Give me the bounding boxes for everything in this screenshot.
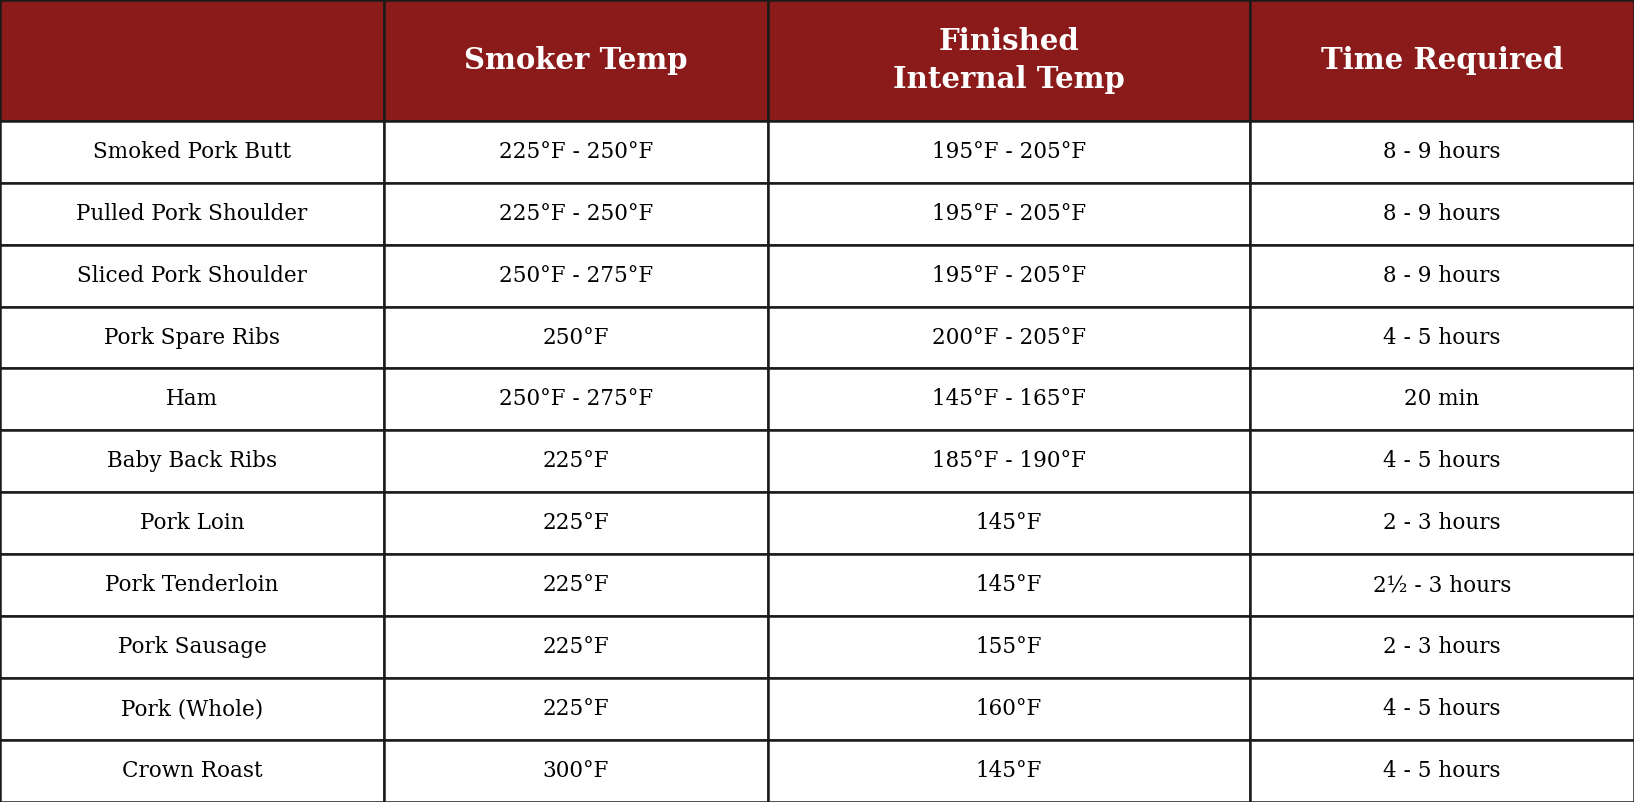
- Text: 145°F: 145°F: [975, 512, 1042, 534]
- Text: 155°F: 155°F: [975, 636, 1042, 658]
- Bar: [384, 431, 768, 492]
- Text: Pork Spare Ribs: Pork Spare Ribs: [105, 326, 279, 349]
- Bar: [1250, 740, 1634, 802]
- Text: 225°F: 225°F: [542, 636, 609, 658]
- Text: 145°F: 145°F: [975, 760, 1042, 782]
- Text: 200°F - 205°F: 200°F - 205°F: [931, 326, 1087, 349]
- Bar: [0, 306, 384, 368]
- Text: 160°F: 160°F: [975, 698, 1042, 720]
- Bar: [384, 678, 768, 740]
- Text: 300°F: 300°F: [542, 760, 609, 782]
- Text: 20 min: 20 min: [1404, 388, 1480, 411]
- Bar: [1250, 306, 1634, 368]
- Text: 185°F - 190°F: 185°F - 190°F: [931, 451, 1087, 472]
- Bar: [1250, 678, 1634, 740]
- Text: 4 - 5 hours: 4 - 5 hours: [1384, 760, 1500, 782]
- Bar: [0, 554, 384, 616]
- Bar: [1250, 245, 1634, 306]
- Bar: [0, 616, 384, 678]
- Text: 225°F - 250°F: 225°F - 250°F: [498, 203, 654, 225]
- Bar: [384, 616, 768, 678]
- Bar: [0, 492, 384, 554]
- Text: 225°F - 250°F: 225°F - 250°F: [498, 140, 654, 163]
- Text: Pork Loin: Pork Loin: [139, 512, 245, 534]
- Bar: [0, 368, 384, 431]
- Text: Pork (Whole): Pork (Whole): [121, 698, 263, 720]
- Bar: [1250, 183, 1634, 245]
- Bar: [1250, 554, 1634, 616]
- Text: 250°F: 250°F: [542, 326, 609, 349]
- Bar: [0, 0, 384, 121]
- Text: 225°F: 225°F: [542, 574, 609, 596]
- Text: 195°F - 205°F: 195°F - 205°F: [931, 140, 1087, 163]
- Text: 250°F - 275°F: 250°F - 275°F: [498, 265, 654, 286]
- Text: Time Required: Time Required: [1320, 46, 1564, 75]
- Text: 2½ - 3 hours: 2½ - 3 hours: [1373, 574, 1511, 596]
- Text: 8 - 9 hours: 8 - 9 hours: [1384, 140, 1500, 163]
- Bar: [1250, 368, 1634, 431]
- Bar: [0, 183, 384, 245]
- Text: Smoker Temp: Smoker Temp: [464, 46, 688, 75]
- Text: Finished
Internal Temp: Finished Internal Temp: [894, 26, 1124, 94]
- Text: 4 - 5 hours: 4 - 5 hours: [1384, 451, 1500, 472]
- Bar: [0, 245, 384, 306]
- Bar: [384, 183, 768, 245]
- Bar: [384, 245, 768, 306]
- Text: 195°F - 205°F: 195°F - 205°F: [931, 265, 1087, 286]
- Bar: [768, 554, 1250, 616]
- Bar: [768, 678, 1250, 740]
- Bar: [768, 245, 1250, 306]
- Bar: [1250, 0, 1634, 121]
- Bar: [1250, 492, 1634, 554]
- Bar: [384, 121, 768, 183]
- Bar: [0, 431, 384, 492]
- Text: Pork Sausage: Pork Sausage: [118, 636, 266, 658]
- Text: 195°F - 205°F: 195°F - 205°F: [931, 203, 1087, 225]
- Text: Pork Tenderloin: Pork Tenderloin: [105, 574, 279, 596]
- Text: 145°F: 145°F: [975, 574, 1042, 596]
- Text: 4 - 5 hours: 4 - 5 hours: [1384, 698, 1500, 720]
- Text: 2 - 3 hours: 2 - 3 hours: [1384, 636, 1500, 658]
- Bar: [768, 368, 1250, 431]
- Text: 8 - 9 hours: 8 - 9 hours: [1384, 203, 1500, 225]
- Text: 2 - 3 hours: 2 - 3 hours: [1384, 512, 1500, 534]
- Bar: [768, 0, 1250, 121]
- Text: Pulled Pork Shoulder: Pulled Pork Shoulder: [77, 203, 307, 225]
- Bar: [384, 492, 768, 554]
- Bar: [1250, 431, 1634, 492]
- Bar: [384, 740, 768, 802]
- Text: 4 - 5 hours: 4 - 5 hours: [1384, 326, 1500, 349]
- Bar: [768, 740, 1250, 802]
- Bar: [1250, 121, 1634, 183]
- Text: Baby Back Ribs: Baby Back Ribs: [106, 451, 278, 472]
- Text: 250°F - 275°F: 250°F - 275°F: [498, 388, 654, 411]
- Text: Sliced Pork Shoulder: Sliced Pork Shoulder: [77, 265, 307, 286]
- Text: 225°F: 225°F: [542, 451, 609, 472]
- Bar: [384, 306, 768, 368]
- Bar: [768, 492, 1250, 554]
- Text: 145°F - 165°F: 145°F - 165°F: [931, 388, 1087, 411]
- Bar: [384, 554, 768, 616]
- Text: Crown Roast: Crown Roast: [121, 760, 263, 782]
- Bar: [0, 740, 384, 802]
- Bar: [768, 616, 1250, 678]
- Bar: [1250, 616, 1634, 678]
- Bar: [384, 0, 768, 121]
- Bar: [384, 368, 768, 431]
- Bar: [768, 431, 1250, 492]
- Text: 225°F: 225°F: [542, 512, 609, 534]
- Text: Ham: Ham: [167, 388, 217, 411]
- Text: 8 - 9 hours: 8 - 9 hours: [1384, 265, 1500, 286]
- Bar: [768, 183, 1250, 245]
- Bar: [0, 678, 384, 740]
- Bar: [0, 121, 384, 183]
- Bar: [768, 121, 1250, 183]
- Text: Smoked Pork Butt: Smoked Pork Butt: [93, 140, 291, 163]
- Text: 225°F: 225°F: [542, 698, 609, 720]
- Bar: [768, 306, 1250, 368]
